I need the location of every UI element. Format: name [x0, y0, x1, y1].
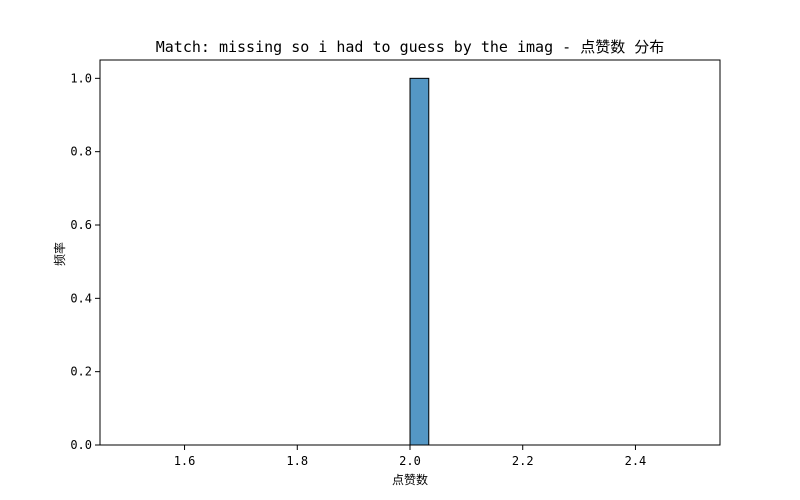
x-tick-label-0: 1.6 — [174, 454, 196, 468]
histogram-bar-0 — [409, 77, 430, 446]
y-tick-label-4: 0.8 — [70, 145, 92, 159]
y-tick-label-5: 1.0 — [70, 71, 92, 85]
axes: 1.6 1.8 2.0 2.2 2.4 0.0 0.2 0.4 0.6 0.8 1.0 — [70, 59, 721, 468]
plot-area — [128, 77, 692, 446]
x-tick-label-3: 2.2 — [512, 454, 534, 468]
chart-title: Match: missing so i had to guess by the … — [156, 38, 664, 56]
x-tick-label-4: 2.4 — [625, 454, 647, 468]
x-axis-label: 点赞数 — [392, 472, 428, 487]
y-tick-label-0: 0.0 — [70, 438, 92, 452]
y-tick-label-2: 0.4 — [70, 291, 92, 305]
x-tick-label-2: 2.0 — [399, 454, 421, 468]
y-tick-label-1: 0.2 — [70, 365, 92, 379]
y-axis-label: 频率 — [52, 242, 67, 266]
y-tick-label-3: 0.6 — [70, 218, 92, 232]
x-tick-label-1: 1.8 — [286, 454, 308, 468]
